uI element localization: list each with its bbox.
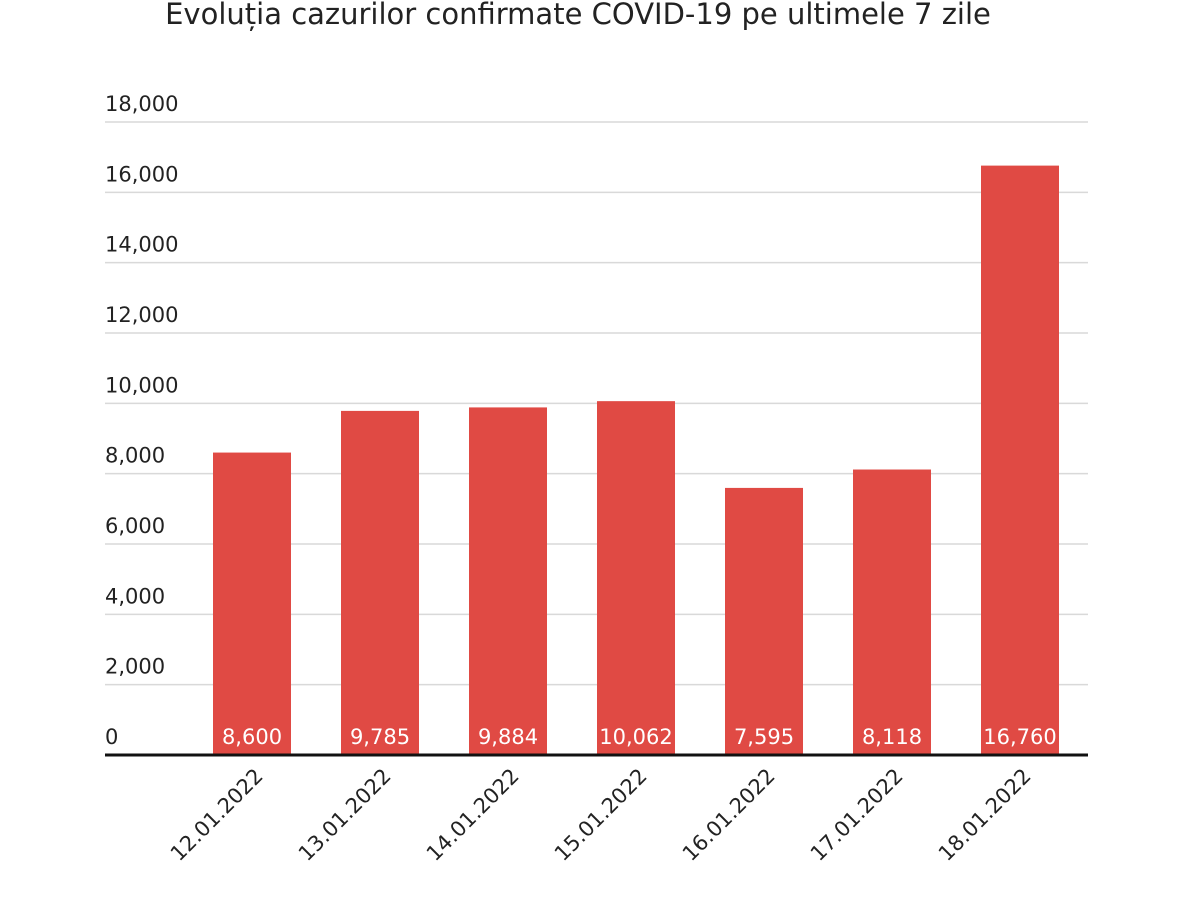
- x-tick-label: 16.01.2022: [678, 764, 780, 866]
- y-tick-label: 2,000: [105, 655, 165, 679]
- bar: [597, 401, 675, 755]
- bar: [341, 410, 419, 755]
- y-tick-label: 18,000: [105, 92, 178, 116]
- bar: [853, 469, 931, 755]
- y-tick-label: 10,000: [105, 373, 178, 397]
- bar: [725, 487, 803, 755]
- y-tick-label: 6,000: [105, 514, 165, 538]
- value-label: 7,595: [734, 725, 794, 749]
- value-label: 8,600: [222, 725, 282, 749]
- y-tick-label: 8,000: [105, 444, 165, 468]
- value-label: 8,118: [862, 725, 922, 749]
- y-tick-label: 4,000: [105, 584, 165, 608]
- y-tick-label: 16,000: [105, 162, 178, 186]
- x-tick-label: 13.01.2022: [294, 764, 396, 866]
- value-label: 9,785: [350, 725, 410, 749]
- x-tick-label: 14.01.2022: [422, 764, 524, 866]
- x-tick-label: 12.01.2022: [166, 764, 268, 866]
- chart-title: Evoluția cazurilor confirmate COVID-19 p…: [165, 0, 991, 31]
- x-tick-label: 15.01.2022: [550, 764, 652, 866]
- x-tick-label: 17.01.2022: [806, 764, 908, 866]
- value-label: 9,884: [478, 725, 538, 749]
- value-label: 16,760: [983, 725, 1056, 749]
- y-tick-label: 12,000: [105, 303, 178, 327]
- bar: [981, 165, 1059, 755]
- value-label: 10,062: [599, 725, 672, 749]
- bar: [469, 407, 547, 755]
- x-tick-label: 18.01.2022: [934, 764, 1036, 866]
- y-tick-label: 0: [105, 725, 118, 749]
- bar: [213, 452, 291, 755]
- y-tick-label: 14,000: [105, 233, 178, 257]
